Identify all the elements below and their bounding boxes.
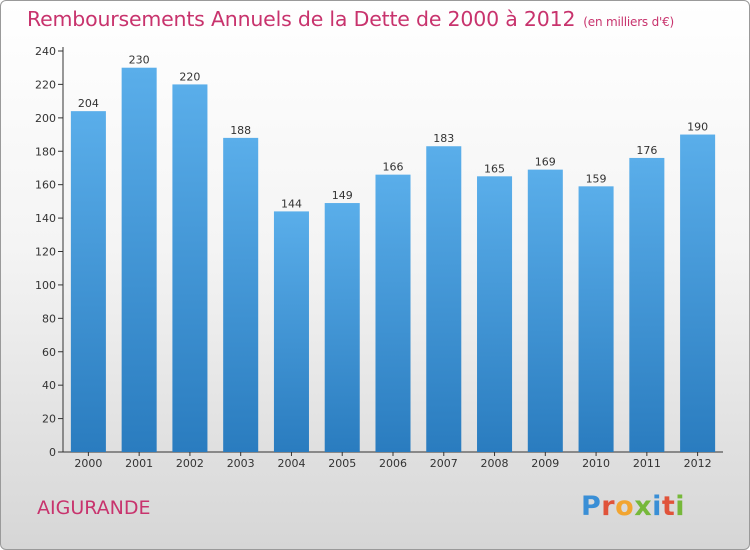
y-tick-label: 220 bbox=[35, 78, 56, 91]
y-tick-label: 180 bbox=[35, 145, 56, 158]
y-tick-label: 200 bbox=[35, 112, 56, 125]
labels: 204 230 220 188 144 149 166 183 165 169 159 176 190 bbox=[78, 54, 708, 211]
x-tick-label: 2001 bbox=[125, 457, 153, 470]
y-tick-label: 140 bbox=[35, 212, 56, 225]
logo-letter: P bbox=[581, 491, 602, 522]
data-label: 166 bbox=[383, 161, 404, 174]
y-tick-label: 80 bbox=[42, 312, 56, 325]
data-label: 169 bbox=[535, 156, 556, 169]
y-tick-label: 60 bbox=[42, 346, 56, 359]
bar bbox=[527, 169, 563, 453]
logo-letter: x bbox=[634, 491, 653, 522]
data-label: 188 bbox=[230, 124, 251, 137]
data-label: 176 bbox=[636, 144, 657, 157]
logo-letter: r bbox=[601, 491, 616, 522]
x-tick-label: 2006 bbox=[379, 457, 407, 470]
bar bbox=[121, 67, 157, 452]
bar bbox=[223, 137, 259, 452]
data-label: 149 bbox=[332, 189, 353, 202]
x-tick-label: 2012 bbox=[684, 457, 712, 470]
data-label: 220 bbox=[179, 70, 200, 83]
commune-name: AIGURANDE bbox=[37, 497, 151, 519]
x-tick-label: 2004 bbox=[277, 457, 305, 470]
x-tick-label: 2011 bbox=[633, 457, 661, 470]
x-tick-label: 2009 bbox=[531, 457, 559, 470]
x-tick-label: 2010 bbox=[582, 457, 610, 470]
data-label: 204 bbox=[78, 97, 99, 110]
bar bbox=[172, 84, 208, 453]
data-label: 190 bbox=[687, 121, 708, 134]
bar bbox=[578, 186, 614, 452]
x-tick-label: 2005 bbox=[328, 457, 356, 470]
bars bbox=[70, 67, 716, 453]
data-label: 230 bbox=[129, 54, 150, 67]
bar bbox=[375, 174, 411, 452]
x-tick-label: 2007 bbox=[430, 457, 458, 470]
chart-title-text: Remboursements Annuels de la Dette de 20… bbox=[27, 7, 576, 31]
chart-subtitle: (en milliers d'€) bbox=[583, 15, 675, 29]
y-tick-label: 40 bbox=[42, 379, 56, 392]
axes: 0 20 40 60 80 100 120 140 160 180 200 220 240 2000 200… bbox=[35, 45, 723, 470]
y-tick-label: 160 bbox=[35, 179, 56, 192]
y-tick-label: 240 bbox=[35, 45, 56, 58]
logo-letter: t bbox=[661, 491, 676, 522]
data-label: 144 bbox=[281, 197, 302, 210]
data-label: 183 bbox=[433, 132, 454, 145]
data-label: 159 bbox=[586, 172, 607, 185]
x-tick-label: 2003 bbox=[227, 457, 255, 470]
x-tick-label: 2002 bbox=[176, 457, 204, 470]
y-tick-label: 20 bbox=[42, 413, 56, 426]
bar bbox=[477, 176, 513, 452]
bar bbox=[324, 203, 360, 452]
data-label: 165 bbox=[484, 162, 505, 175]
logo-letter: o bbox=[615, 491, 635, 522]
bar bbox=[426, 146, 462, 453]
x-tick-label: 2000 bbox=[74, 457, 102, 470]
chart-title: Remboursements Annuels de la Dette de 20… bbox=[27, 7, 674, 31]
bar bbox=[680, 134, 716, 452]
y-tick-label: 0 bbox=[49, 446, 56, 459]
bar bbox=[629, 157, 665, 452]
y-tick-label: 120 bbox=[35, 246, 56, 259]
proxiti-logo: Proxiti bbox=[581, 491, 685, 522]
logo-letter: i bbox=[652, 491, 662, 522]
logo-letter: i bbox=[675, 491, 686, 522]
bar bbox=[70, 111, 106, 453]
bar bbox=[273, 211, 309, 452]
y-tick-label: 100 bbox=[35, 279, 56, 292]
x-tick-label: 2008 bbox=[481, 457, 509, 470]
